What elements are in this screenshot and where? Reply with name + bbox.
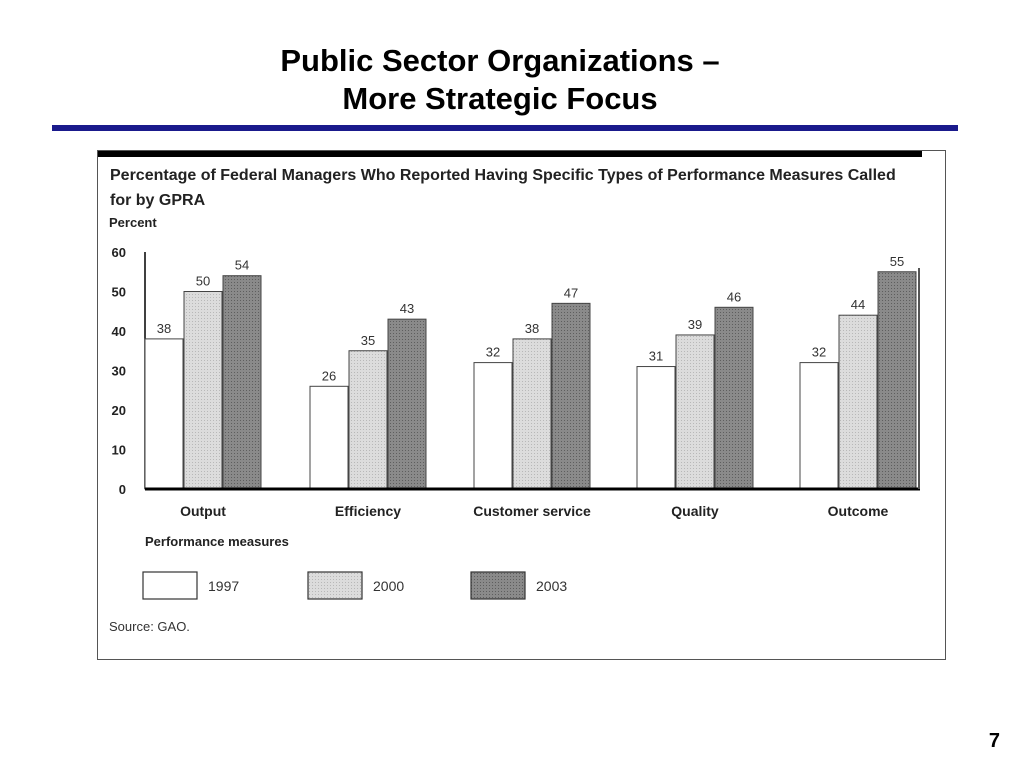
data-label-outcome-2003: 55 (890, 254, 904, 269)
page-number: 7 (988, 730, 1000, 752)
bar-quality-1997 (636, 366, 676, 490)
data-label-outcome-1997: 32 (812, 345, 826, 360)
chart-source: Source: GAO. (109, 619, 190, 634)
y-tick-label-0: 0 (119, 482, 126, 497)
legend-label-1997: 1997 (208, 578, 239, 594)
frame-top-bar (98, 151, 922, 157)
data-label-quality-2003: 46 (727, 289, 741, 304)
legend-swatch-2003 (470, 571, 526, 600)
bar-customer-service-1997 (473, 362, 513, 490)
legend-label-2003: 2003 (536, 578, 567, 594)
data-label-efficiency-1997: 26 (322, 368, 336, 383)
bar-quality-2003 (714, 306, 754, 490)
data-label-output-1997: 38 (157, 321, 171, 336)
y-tick-label-50: 50 (112, 285, 126, 300)
bar-efficiency-2003 (387, 318, 427, 490)
bar-output-2000 (183, 291, 223, 490)
data-label-quality-1997: 31 (649, 349, 663, 364)
x-tick-label-quality: Quality (671, 503, 719, 519)
data-label-quality-2000: 39 (688, 317, 702, 332)
x-axis-label: Performance measures (145, 534, 289, 549)
bar-customer-service-2003 (551, 302, 591, 490)
x-tick-label-customer-service: Customer service (473, 503, 591, 519)
data-label-customer-service-2003: 47 (564, 285, 578, 300)
bar-outcome-1997 (799, 362, 839, 490)
y-tick-label-30: 30 (112, 364, 126, 379)
y-tick-label-40: 40 (112, 324, 126, 339)
data-label-customer-service-1997: 32 (486, 345, 500, 360)
slide-title-line-1: Public Sector Organizations – (280, 43, 720, 78)
bar-quality-2000 (675, 334, 715, 490)
slide-title: Public Sector Organizations – More Strat… (0, 42, 1000, 118)
x-tick-label-outcome: Outcome (828, 503, 889, 519)
slide-title-line-2: More Strategic Focus (342, 81, 658, 116)
x-tick-label-efficiency: Efficiency (335, 503, 401, 519)
bar-output-1997 (144, 338, 184, 490)
bar-customer-service-2000 (512, 338, 552, 490)
y-axis-label: Percent (109, 215, 157, 230)
data-label-efficiency-2003: 43 (400, 301, 414, 316)
data-label-output-2003: 54 (235, 258, 249, 273)
legend-label-2000: 2000 (373, 578, 404, 594)
data-label-outcome-2000: 44 (851, 297, 865, 312)
bar-outcome-2000 (838, 314, 878, 490)
data-label-efficiency-2000: 35 (361, 333, 375, 348)
chart-title: Percentage of Federal Managers Who Repor… (110, 167, 896, 209)
y-tick-label-60: 60 (112, 245, 126, 260)
legend-swatch-1997 (142, 571, 198, 600)
data-label-output-2000: 50 (196, 274, 210, 289)
bar-efficiency-2000 (348, 350, 388, 490)
y-tick-label-10: 10 (112, 443, 126, 458)
data-label-customer-service-2000: 38 (525, 321, 539, 336)
bar-outcome-2003 (877, 271, 917, 490)
legend-swatch-2000 (307, 571, 363, 600)
x-tick-label-output: Output (180, 503, 226, 519)
bar-efficiency-1997 (309, 385, 349, 490)
y-tick-label-20: 20 (112, 403, 126, 418)
title-rule (52, 125, 958, 131)
bar-output-2003 (222, 275, 262, 490)
